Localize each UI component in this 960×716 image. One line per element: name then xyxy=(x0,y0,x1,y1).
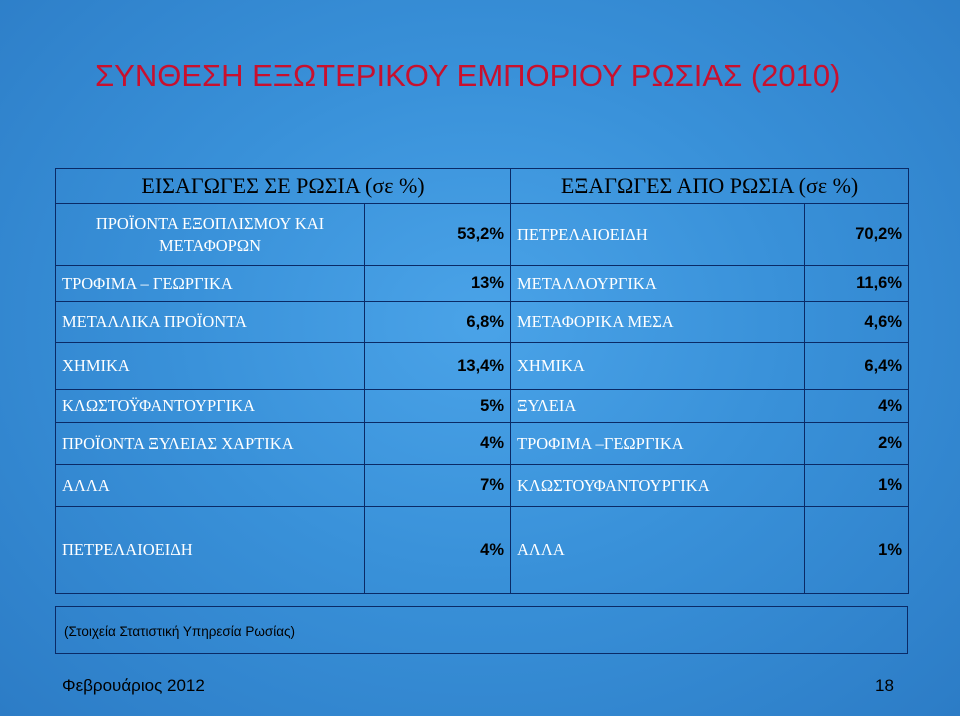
import-value: 7% xyxy=(363,464,512,507)
export-value: 1% xyxy=(804,464,910,507)
export-value: 6,4% xyxy=(804,342,910,390)
trade-table: ΕΙΣΑΓΩΓΕΣ ΣΕ ΡΩΣΙΑ (σε %) ΕΞΑΓΩΓΕΣ ΑΠΟ Ρ… xyxy=(54,168,910,594)
table-row: ΚΛΩΣΤΟΫΦΑΝΤΟΥΡΓΙΚΑ 5% ΞΥΛΕΙΑ 4% xyxy=(55,389,910,423)
import-category: ΧΗΜΙΚΑ xyxy=(55,342,365,390)
import-category: ΚΛΩΣΤΟΫΦΑΝΤΟΥΡΓΙΚΑ xyxy=(55,389,365,423)
import-category: ΠΡΟΪΟΝΤΑ ΞΥΛΕΙΑΣ ΧΑΡΤΙΚΑ xyxy=(55,422,365,465)
export-category: ΞΥΛΕΙΑ xyxy=(510,389,806,423)
import-category: ΠΕΤΡΕΛΑΙΟΕΙΔΗ xyxy=(55,506,365,594)
slide-title: ΣΥΝΘΕΣΗ ΕΞΩΤΕΡΙΚΟΥ ΕΜΠΟΡΙΟΥ ΡΩΣΙΑΣ (2010… xyxy=(95,58,841,93)
import-category: ΜΕΤΑΛΛΙΚΑ ΠΡΟΪΟΝΤΑ xyxy=(55,301,365,343)
export-category: ΠΕΤΡΕΛΑΙΟΕΙΔΗ xyxy=(510,203,806,266)
imports-header: ΕΙΣΑΓΩΓΕΣ ΣΕ ΡΩΣΙΑ (σε %) xyxy=(54,168,512,204)
import-category: ΤΡΟΦΙΜΑ – ΓΕΩΡΓΙΚΑ xyxy=(55,265,365,302)
source-note: (Στοιχεία Στατιστική Υπηρεσία Ρωσίας) xyxy=(55,606,908,654)
export-category: ΜΕΤΑΦΟΡΙΚΑ ΜΕΣΑ xyxy=(510,301,806,343)
export-category: ΚΛΩΣΤΟΥΦΑΝΤΟΥΡΓΙΚΑ xyxy=(510,464,806,507)
export-category: ΑΛΛΑ xyxy=(510,506,806,594)
table-row: ΧΗΜΙΚΑ 13,4% ΧΗΜΙΚΑ 6,4% xyxy=(55,342,910,390)
import-value: 53,2% xyxy=(363,203,512,266)
table-row: ΠΕΤΡΕΛΑΙΟΕΙΔΗ 4% ΑΛΛΑ 1% xyxy=(55,506,910,594)
table-row: ΠΡΟΪΟΝΤΑ ΕΞΟΠΛΙΣΜΟΥ ΚΑΙ ΜΕΤΑΦΟΡΩΝ 53,2% … xyxy=(55,203,910,266)
page-number: 18 xyxy=(875,676,894,695)
export-category: ΧΗΜΙΚΑ xyxy=(510,342,806,390)
export-value: 2% xyxy=(804,422,910,465)
import-value: 13% xyxy=(363,265,512,302)
import-value: 5% xyxy=(363,389,512,423)
table-row: ΠΡΟΪΟΝΤΑ ΞΥΛΕΙΑΣ ΧΑΡΤΙΚΑ 4% ΤΡΟΦΙΜΑ –ΓΕΩ… xyxy=(55,422,910,465)
export-value: 4% xyxy=(804,389,910,423)
import-value: 6,8% xyxy=(363,301,512,343)
export-category: ΤΡΟΦΙΜΑ –ΓΕΩΡΓΙΚΑ xyxy=(510,422,806,465)
import-category: ΑΛΛΑ xyxy=(55,464,365,507)
export-value: 4,6% xyxy=(804,301,910,343)
import-value: 13,4% xyxy=(363,342,512,390)
export-value: 70,2% xyxy=(804,203,910,266)
table-row: ΜΕΤΑΛΛΙΚΑ ΠΡΟΪΟΝΤΑ 6,8% ΜΕΤΑΦΟΡΙΚΑ ΜΕΣΑ … xyxy=(55,301,910,343)
exports-header: ΕΞΑΓΩΓΕΣ ΑΠΟ ΡΩΣΙΑ (σε %) xyxy=(510,168,910,204)
table-row: ΑΛΛΑ 7% ΚΛΩΣΤΟΥΦΑΝΤΟΥΡΓΙΚΑ 1% xyxy=(55,464,910,507)
import-value: 4% xyxy=(363,506,512,594)
table-row: ΤΡΟΦΙΜΑ – ΓΕΩΡΓΙΚΑ 13% ΜΕΤΑΛΛΟΥΡΓΙΚΑ 11,… xyxy=(55,265,910,302)
table-header-row: ΕΙΣΑΓΩΓΕΣ ΣΕ ΡΩΣΙΑ (σε %) ΕΞΑΓΩΓΕΣ ΑΠΟ Ρ… xyxy=(54,168,910,204)
export-value: 1% xyxy=(804,506,910,594)
import-value: 4% xyxy=(363,422,512,465)
import-category: ΠΡΟΪΟΝΤΑ ΕΞΟΠΛΙΣΜΟΥ ΚΑΙ ΜΕΤΑΦΟΡΩΝ xyxy=(55,203,365,266)
export-value: 11,6% xyxy=(804,265,910,302)
footer-date: Φεβρουάριος 2012 xyxy=(62,676,205,695)
export-category: ΜΕΤΑΛΛΟΥΡΓΙΚΑ xyxy=(510,265,806,302)
